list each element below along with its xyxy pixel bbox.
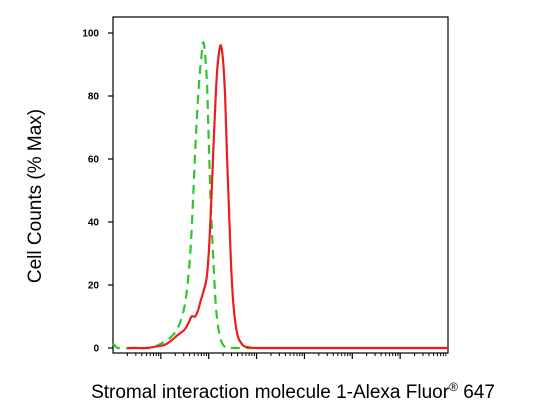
y-tick-label: 20 xyxy=(88,281,100,292)
series-solid-red-line xyxy=(127,44,448,350)
y-tick-label: 80 xyxy=(88,92,100,103)
y-tick-label: 40 xyxy=(88,218,100,229)
y-axis-ticks: 0 20 40 60 80 100 xyxy=(82,29,113,355)
x-axis-title: Stromal interaction molecule 1-Alexa Flu… xyxy=(91,380,495,403)
y-tick-label: 60 xyxy=(88,155,100,166)
y-axis-title: Cell Counts (% Max) xyxy=(25,109,46,283)
y-tick-label: 0 xyxy=(93,344,99,355)
series-layer xyxy=(112,41,448,350)
plot-area-frame xyxy=(112,16,449,354)
x-axis-title-registered-mark: ® xyxy=(449,380,458,394)
x-axis-title-main: Stromal interaction molecule 1-Alexa Flu… xyxy=(91,382,450,403)
y-tick-label: 100 xyxy=(82,29,99,40)
series-dashed-green-line xyxy=(112,41,257,350)
x-axis-title-suffix: 647 xyxy=(458,382,495,403)
x-axis-ticks xyxy=(126,353,447,359)
